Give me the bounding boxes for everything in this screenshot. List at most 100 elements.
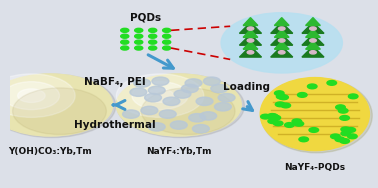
- Polygon shape: [274, 41, 289, 49]
- Circle shape: [185, 79, 202, 87]
- Circle shape: [276, 94, 286, 99]
- Circle shape: [170, 121, 187, 129]
- Circle shape: [279, 51, 285, 54]
- Text: Y(OH)CO₃:Yb,Tm: Y(OH)CO₃:Yb,Tm: [8, 147, 92, 156]
- Circle shape: [297, 92, 307, 97]
- Circle shape: [146, 89, 174, 102]
- Circle shape: [145, 93, 161, 102]
- Circle shape: [163, 97, 180, 105]
- Circle shape: [292, 119, 302, 124]
- Circle shape: [0, 74, 116, 138]
- Circle shape: [279, 27, 285, 30]
- Circle shape: [221, 13, 342, 73]
- Polygon shape: [243, 18, 258, 26]
- Circle shape: [12, 88, 106, 134]
- Circle shape: [309, 128, 319, 132]
- Circle shape: [271, 115, 280, 120]
- Circle shape: [132, 82, 188, 110]
- Circle shape: [294, 121, 304, 126]
- Circle shape: [346, 127, 356, 132]
- Circle shape: [116, 74, 241, 136]
- Circle shape: [130, 88, 147, 96]
- Circle shape: [163, 46, 171, 50]
- Circle shape: [174, 90, 191, 98]
- Circle shape: [135, 28, 143, 32]
- Circle shape: [135, 40, 143, 44]
- Ellipse shape: [261, 78, 372, 153]
- Circle shape: [117, 74, 244, 138]
- Circle shape: [148, 86, 165, 95]
- Polygon shape: [306, 30, 320, 37]
- Circle shape: [274, 91, 284, 96]
- Circle shape: [200, 112, 217, 120]
- Circle shape: [275, 102, 285, 107]
- Circle shape: [196, 97, 213, 105]
- Circle shape: [152, 77, 169, 85]
- Circle shape: [149, 40, 157, 44]
- Circle shape: [341, 127, 350, 132]
- Circle shape: [149, 46, 157, 50]
- Circle shape: [348, 134, 357, 139]
- Circle shape: [261, 114, 270, 119]
- Circle shape: [3, 82, 59, 110]
- Circle shape: [0, 74, 75, 117]
- Circle shape: [299, 137, 308, 142]
- Polygon shape: [271, 34, 293, 45]
- Text: Loading: Loading: [223, 82, 270, 92]
- Circle shape: [148, 123, 165, 131]
- Circle shape: [281, 103, 291, 108]
- Circle shape: [122, 110, 139, 118]
- Polygon shape: [302, 46, 324, 57]
- Text: Hydrothermal: Hydrothermal: [74, 120, 155, 130]
- Circle shape: [135, 34, 143, 38]
- Circle shape: [214, 103, 231, 111]
- Polygon shape: [302, 22, 324, 33]
- Circle shape: [336, 105, 345, 110]
- Text: NaYF₄-PQDs: NaYF₄-PQDs: [284, 163, 345, 172]
- Circle shape: [268, 119, 277, 124]
- Polygon shape: [239, 22, 262, 33]
- Polygon shape: [306, 18, 320, 26]
- Circle shape: [149, 34, 157, 38]
- Circle shape: [268, 114, 277, 118]
- Circle shape: [310, 39, 316, 42]
- Polygon shape: [243, 41, 258, 49]
- Circle shape: [247, 39, 254, 42]
- Circle shape: [307, 84, 317, 89]
- Circle shape: [279, 95, 288, 100]
- Circle shape: [141, 106, 158, 115]
- Circle shape: [160, 110, 176, 118]
- Circle shape: [335, 137, 345, 142]
- Circle shape: [18, 89, 45, 102]
- Circle shape: [133, 79, 150, 87]
- Polygon shape: [243, 30, 258, 37]
- Circle shape: [247, 27, 254, 30]
- Circle shape: [211, 84, 228, 93]
- Polygon shape: [274, 30, 289, 37]
- Polygon shape: [239, 34, 262, 45]
- Polygon shape: [271, 22, 293, 33]
- Polygon shape: [306, 41, 320, 49]
- Circle shape: [218, 93, 235, 102]
- Polygon shape: [239, 46, 262, 57]
- Circle shape: [149, 28, 157, 32]
- Text: NaBF₄, PEI: NaBF₄, PEI: [84, 77, 145, 87]
- Circle shape: [340, 116, 349, 120]
- Circle shape: [163, 28, 171, 32]
- Circle shape: [181, 84, 198, 93]
- Text: PQDs: PQDs: [130, 12, 161, 22]
- Ellipse shape: [260, 78, 369, 151]
- Circle shape: [121, 46, 129, 50]
- Circle shape: [340, 139, 350, 143]
- Circle shape: [141, 88, 235, 134]
- Circle shape: [135, 46, 143, 50]
- Circle shape: [121, 34, 129, 38]
- Polygon shape: [274, 18, 289, 26]
- Circle shape: [269, 114, 278, 119]
- Circle shape: [192, 124, 209, 133]
- Circle shape: [310, 27, 316, 30]
- Circle shape: [310, 51, 316, 54]
- Text: NaYF₄:Yb,Tm: NaYF₄:Yb,Tm: [146, 147, 212, 156]
- Circle shape: [189, 114, 206, 122]
- Circle shape: [349, 94, 358, 99]
